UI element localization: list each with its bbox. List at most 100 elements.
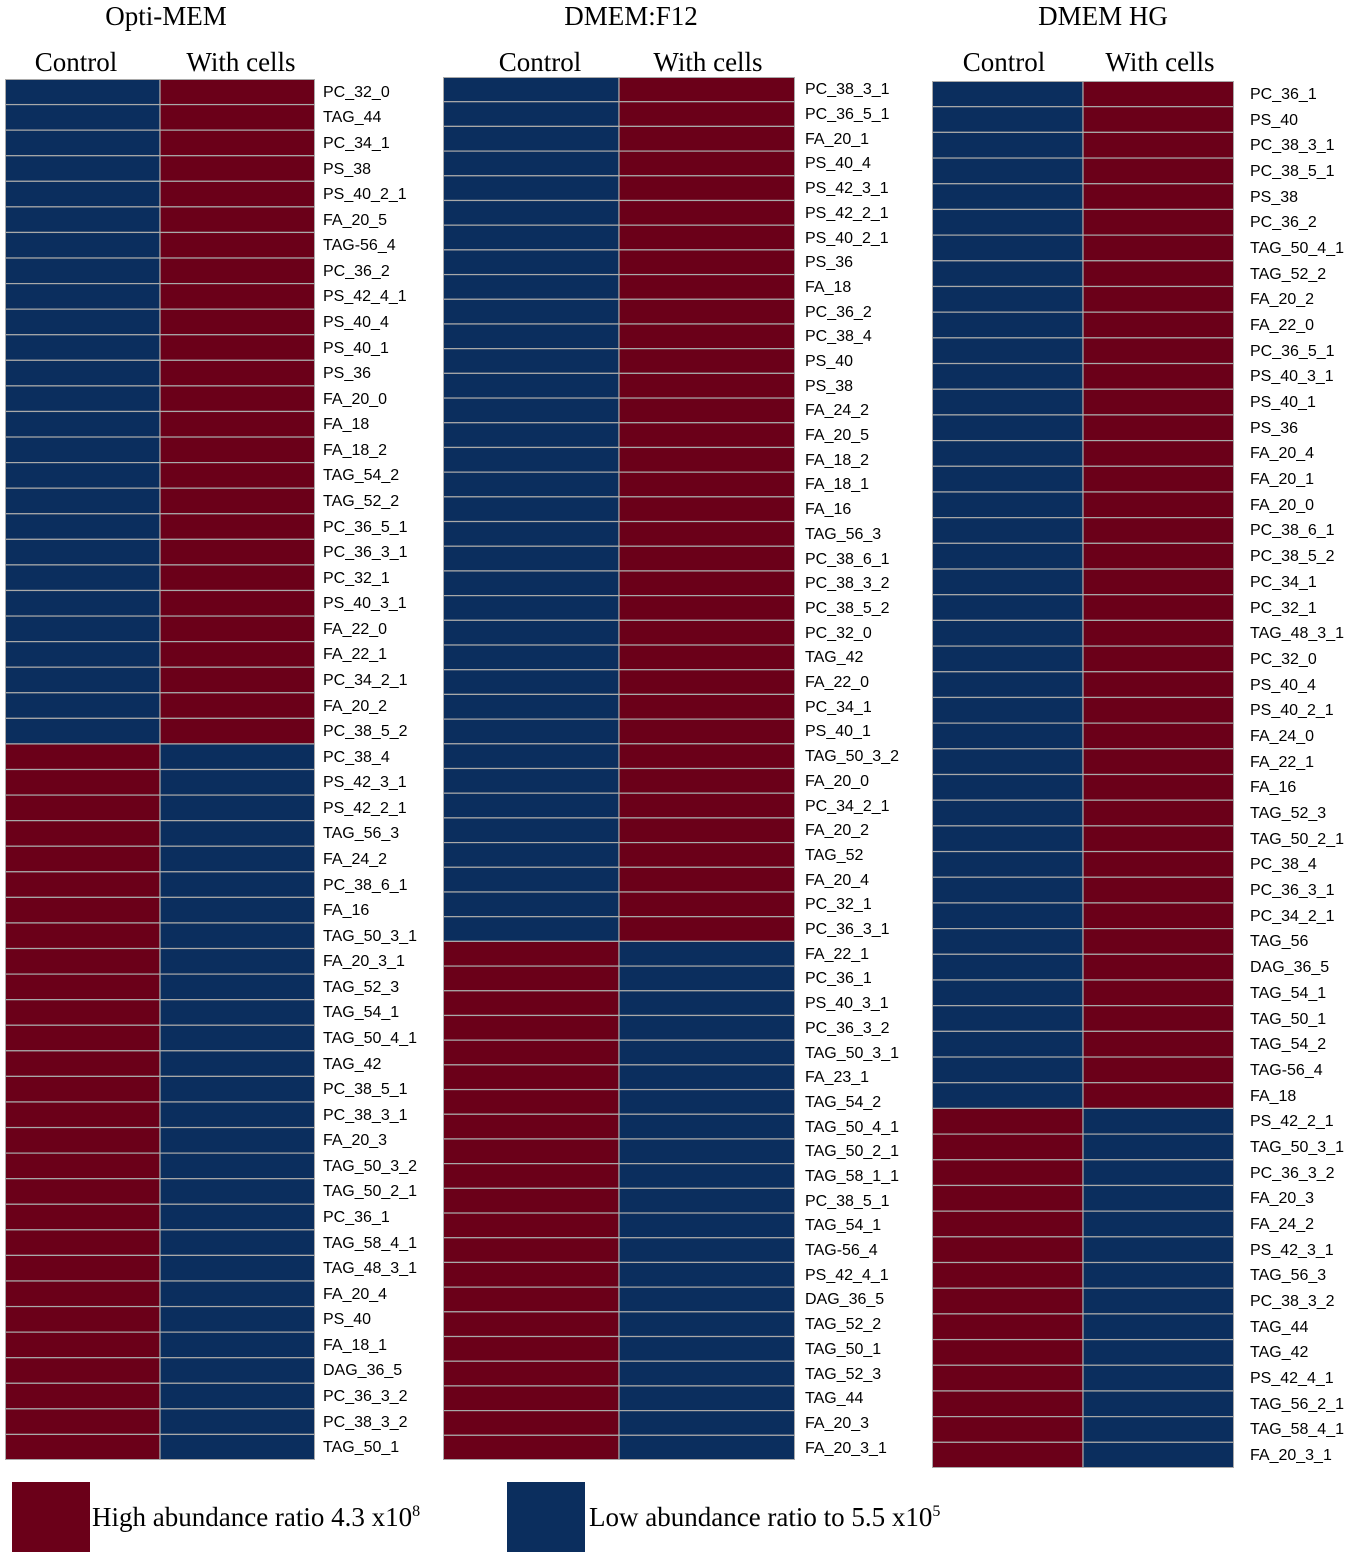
row-label: FA_18 [1250,1087,1297,1105]
row-label: TAG_42 [1250,1344,1309,1362]
row-label: TAG_50_2_1 [1250,830,1344,848]
heatmap-cell [1082,1441,1234,1468]
row-label: PS_40_4 [1250,676,1316,694]
heatmap-cell [159,692,315,719]
row-label: TAG_48_3_1 [1250,625,1344,643]
heatmap-cell [159,1178,315,1205]
heatmap-cell [1082,388,1234,416]
row-label: FA_20_2 [805,822,870,840]
heatmap-cell [5,538,161,566]
heatmap-cell [932,1056,1084,1084]
heatmap-cell [159,513,315,540]
heatmap-cell [443,1014,620,1041]
heatmap-cell [159,155,315,182]
row-label: TAG_50_1 [805,1340,882,1358]
heatmap-cell [443,866,620,893]
heatmap-cell [932,825,1084,853]
row-label: TAG_54_2 [805,1093,882,1111]
row-label: PS_42_4_1 [805,1266,889,1284]
heatmap-cell [932,208,1084,236]
heatmap-cell [443,1410,620,1436]
heatmap-cell [443,940,620,967]
row-label: PS_40_2_1 [1250,702,1334,720]
row-label: FA_20_0 [805,772,870,790]
heatmap-cell [1082,234,1234,262]
heatmap-cell [5,1203,161,1231]
heatmap-cell [932,645,1084,673]
heatmap-cell [159,871,315,898]
heatmap-cell [5,1254,161,1282]
row-label: PC_32_1 [805,896,872,914]
heatmap-cell [159,103,315,131]
heatmap-cell [5,615,161,643]
heatmap-cell [159,206,315,234]
heatmap-cell [443,891,620,918]
heatmap-cell [1082,208,1234,236]
row-label: PS_40_4 [805,155,871,173]
heatmap-cell [618,323,795,350]
row-label: PC_34_2_1 [805,797,890,815]
heatmap-cell [932,773,1084,801]
heatmap-cell [443,1039,620,1066]
heatmap-cell [932,81,1084,108]
row-label: TAG_52_2 [323,492,400,510]
row-label: FA_16 [805,501,852,519]
heatmap-cell [932,594,1084,621]
row-label: PC_36_3_2 [1250,1164,1335,1182]
row-label: FA_24_0 [1250,727,1315,745]
heatmap-cell [932,260,1084,288]
legend-high-swatch [12,1482,90,1552]
heatmap-cell [932,465,1084,493]
heatmap-cell [1082,311,1234,339]
heatmap-cell [443,422,620,449]
row-label: PS_42_4_1 [323,288,407,306]
heatmap-cell [443,372,620,399]
heatmap-cell [5,1024,161,1052]
panel-title: DMEM:F12 [564,1,698,31]
row-label: PS_42_2_1 [323,799,407,817]
row-label: PC_38_5_1 [1250,162,1335,180]
heatmap-cell [443,1286,620,1313]
heatmap-cell [618,743,795,770]
row-label: TAG_44 [805,1390,864,1408]
row-label: PS_40_3_1 [323,595,407,613]
row-label: PC_36_3_2 [805,1019,890,1037]
heatmap-cell [618,916,795,942]
heatmap-cell [5,1178,161,1205]
heatmap-cell [159,794,315,822]
heatmap-cell [932,131,1084,159]
row-label: TAG_54_1 [323,1004,400,1022]
heatmap-cell [618,496,795,523]
heatmap-cell [932,234,1084,262]
row-label: FA_18 [805,278,852,296]
heatmap-cell [618,570,795,597]
heatmap-cell [1082,671,1234,699]
legend-high-label: High abundance ratio 4.3 x108 [92,1504,420,1531]
heatmap-cell [5,180,161,208]
row-label: PC_38_4 [805,328,872,346]
row-label: TAG_42 [323,1055,382,1073]
heatmap-cell [1082,157,1234,185]
heatmap-cell [443,1360,620,1387]
heatmap-cell [159,615,315,643]
row-label: FA_24_2 [323,851,388,868]
heatmap-cell [618,150,795,177]
heatmap-cell [1082,953,1234,981]
row-label: PC_34_2_1 [323,671,408,689]
heatmap-cell [1082,491,1234,519]
heatmap-cell [159,385,315,413]
row-label: PC_34_1 [1250,573,1317,591]
legend-low-text: Low abundance ratio to 5.5 x10 [589,1502,933,1532]
heatmap-cell [443,520,620,547]
heatmap-cell [618,77,795,103]
row-label: PC_36_1 [805,970,872,988]
row-label: FA_20_5 [805,427,870,445]
heatmap-cell [1082,902,1234,930]
heatmap-cell [618,125,795,152]
heatmap-cell [5,896,161,924]
heatmap-cell [159,359,315,387]
row-label: TAG_56_2_1 [1250,1395,1344,1413]
row-label: TAG_58_1_1 [805,1167,899,1185]
heatmap-cell [932,517,1084,544]
heatmap-cell [159,973,315,1001]
